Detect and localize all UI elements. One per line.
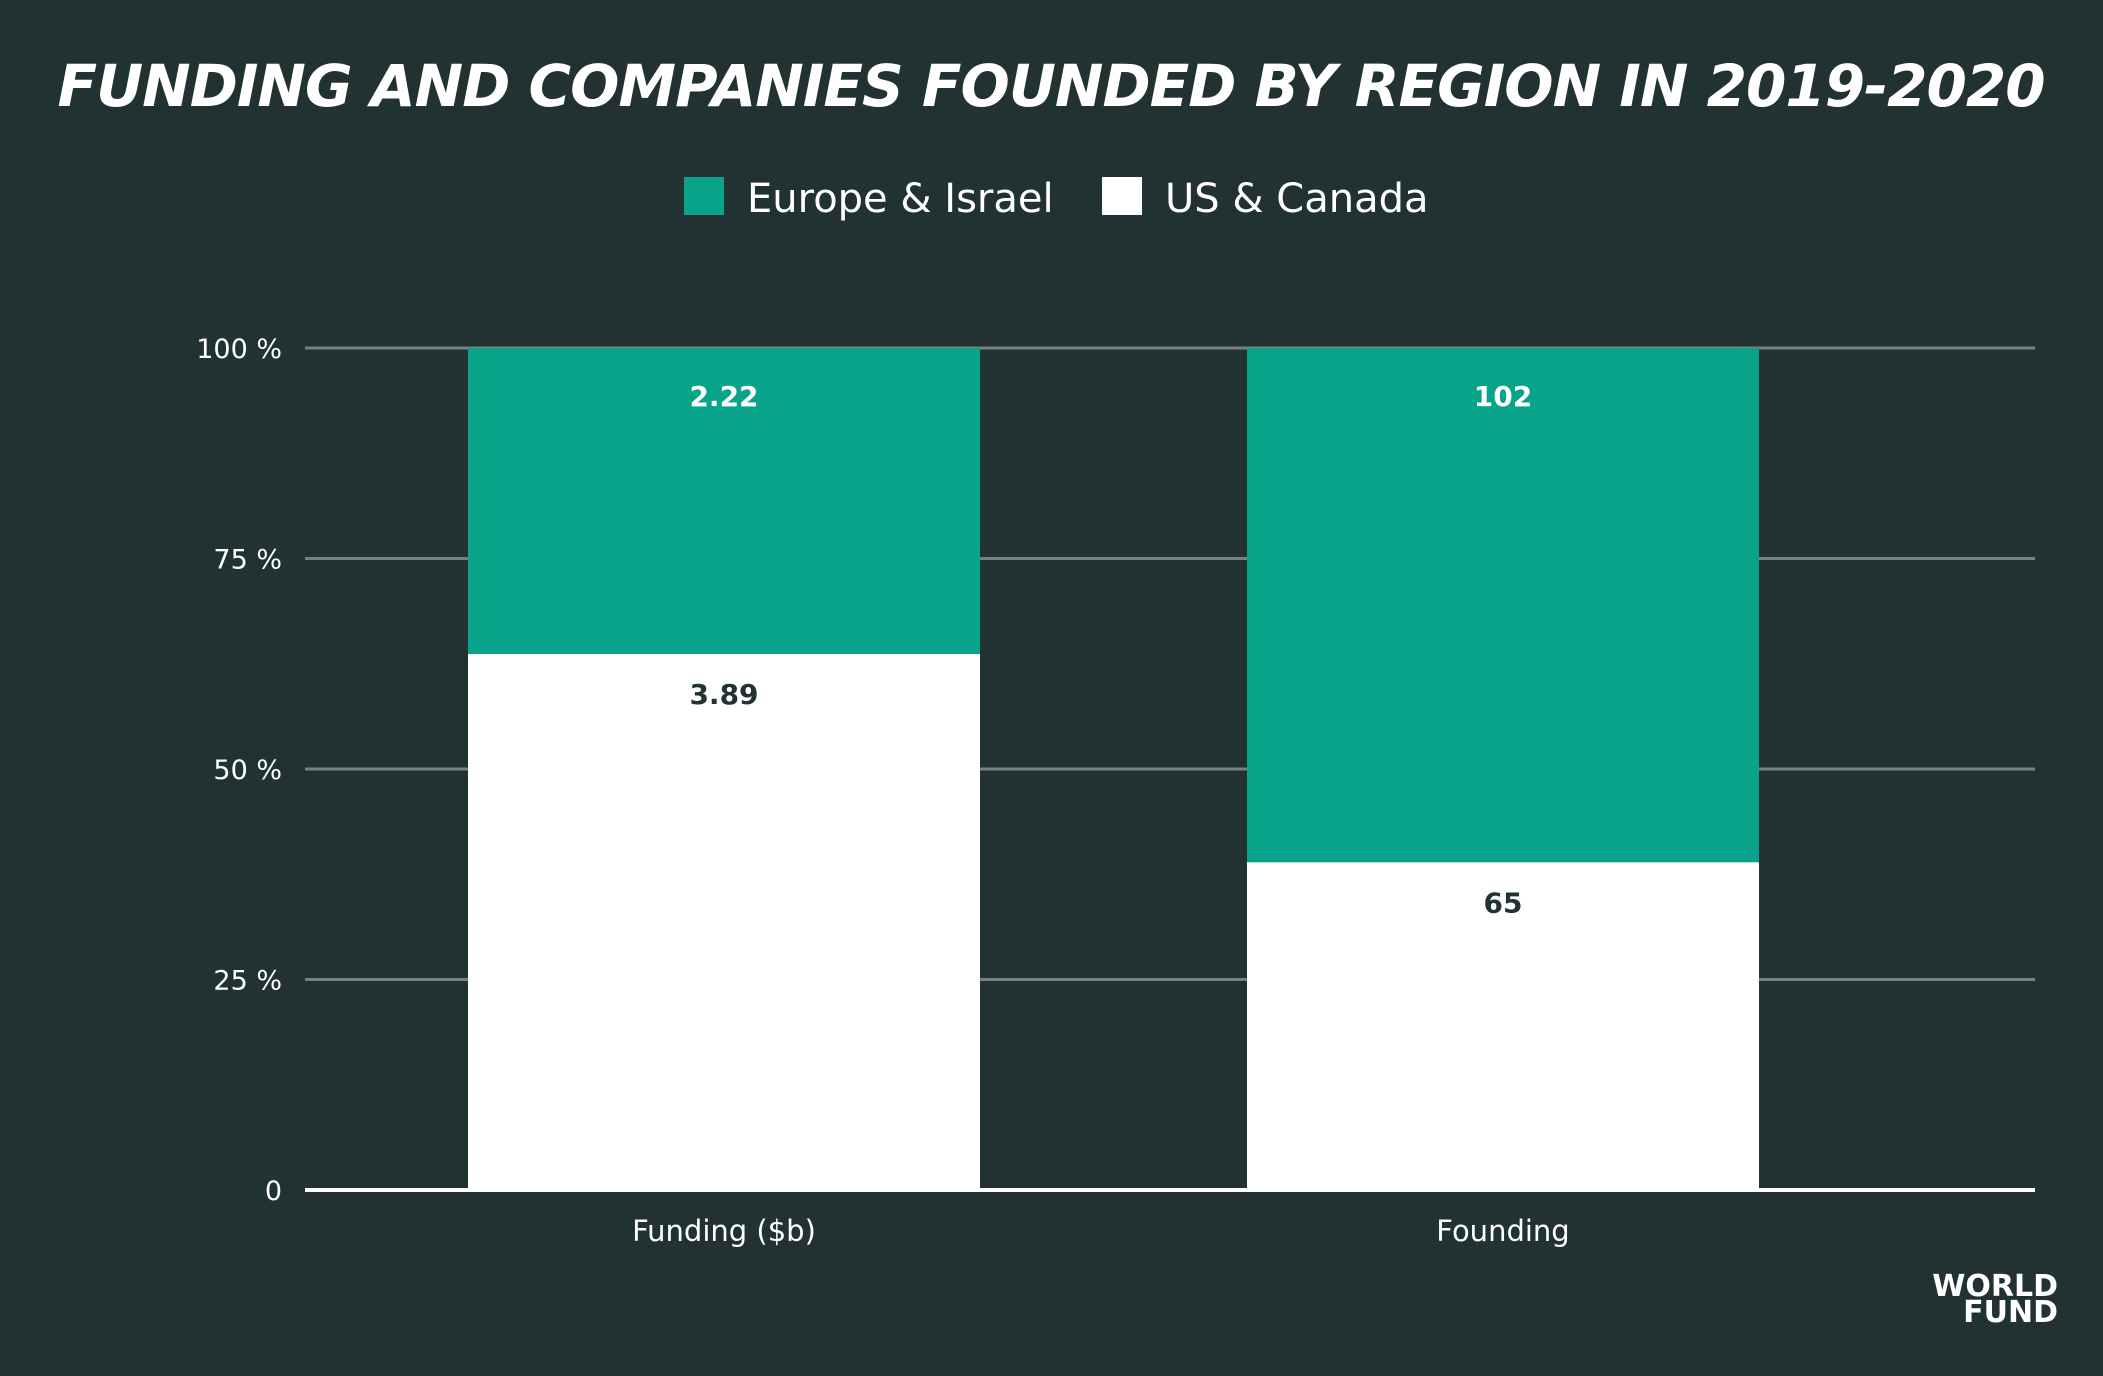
- value-label-europe-israel-1: 102: [1474, 380, 1532, 413]
- legend-label-europe-israel: Europe & Israel: [747, 176, 1054, 222]
- y-tick-label: 50 %: [213, 755, 282, 786]
- legend-label-us-canada: US & Canada: [1165, 176, 1429, 222]
- legend: Europe & Israel US & Canada: [684, 176, 1429, 222]
- logo-line-1: WORLD: [1932, 1269, 2058, 1304]
- bars: 2.22 3.89 102 65: [468, 348, 1759, 1192]
- legend-swatch-us-canada: [1102, 177, 1142, 215]
- bar-us-canada-0: [468, 653, 980, 1192]
- x-axis-categories: Funding ($b) Founding: [632, 1214, 1570, 1248]
- value-label-us-canada-0: 3.89: [689, 678, 758, 711]
- category-label-1: Founding: [1436, 1214, 1569, 1248]
- value-label-us-canada-1: 65: [1484, 886, 1523, 919]
- y-tick-label: 75 %: [213, 545, 282, 576]
- bar-us-canada-1: [1247, 862, 1759, 1192]
- y-axis-ticks: 0 25 % 50 % 75 % 100 %: [196, 334, 282, 1207]
- chart-title: FUNDING AND COMPANIES FOUNDED BY REGION …: [57, 52, 2044, 120]
- bar-europe-israel-0: [468, 348, 980, 654]
- legend-swatch-europe-israel: [684, 177, 724, 215]
- category-label-0: Funding ($b): [632, 1214, 816, 1248]
- y-tick-label: 0: [265, 1176, 282, 1207]
- world-fund-logo: WORLD FUND: [1932, 1269, 2058, 1330]
- logo-line-2: FUND: [1963, 1295, 2058, 1330]
- y-tick-label: 25 %: [213, 966, 282, 997]
- y-tick-label: 100 %: [196, 334, 282, 365]
- value-label-europe-israel-0: 2.22: [689, 380, 758, 413]
- bar-europe-israel-1: [1247, 348, 1759, 863]
